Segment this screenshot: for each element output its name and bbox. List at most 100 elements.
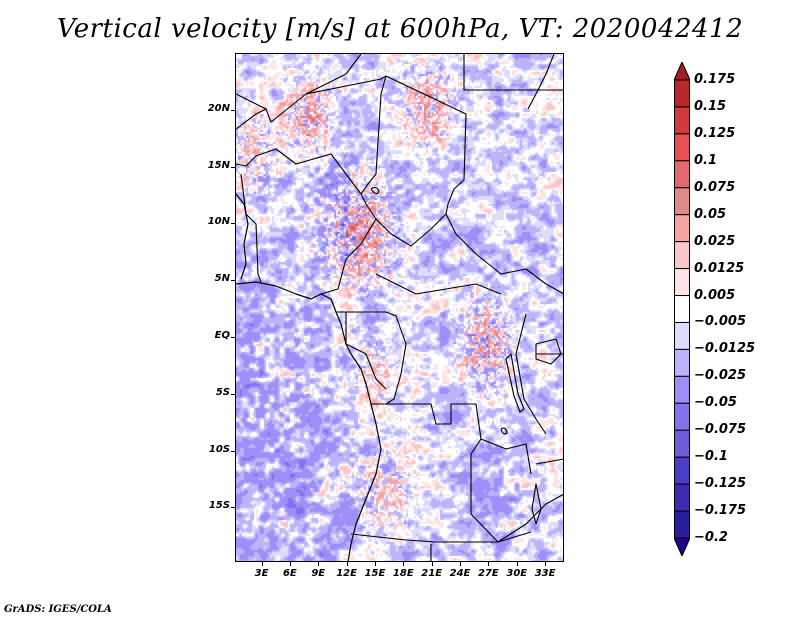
- x-tick: [318, 562, 320, 566]
- colorbar-bin: [674, 348, 690, 377]
- y-tick-label: 10N: [207, 216, 230, 228]
- colorbar-level-label: 0.005: [694, 287, 736, 303]
- y-tick-label: 10S: [208, 443, 230, 455]
- y-tick-label: 15N: [207, 159, 230, 171]
- lake-malawi: [531, 483, 542, 525]
- coastline: [236, 281, 382, 562]
- country-borders: [236, 54, 564, 562]
- lake-tanganyika: [505, 353, 525, 413]
- y-tick: [231, 223, 235, 225]
- colorbar-bin: [674, 79, 690, 108]
- border-cameroon-gabon: [336, 311, 397, 317]
- x-tick-label: 3E: [254, 568, 269, 579]
- border-nigeria-cameroon: [320, 193, 377, 295]
- colorbar: [674, 62, 690, 556]
- colorbar-level-label: 0.05: [694, 206, 727, 222]
- colorbar-bin: [674, 375, 690, 404]
- border-chad-car: [375, 213, 447, 247]
- y-tick: [231, 450, 235, 452]
- x-tick-label: 18E: [392, 568, 414, 579]
- x-tick-label: 21E: [421, 568, 443, 579]
- colorbar-level-label: 0.1: [694, 152, 718, 168]
- colorbar-level-label: −0.075: [694, 422, 747, 438]
- coastline-west-africa: [236, 193, 249, 280]
- y-tick-label: 5S: [215, 386, 230, 398]
- colorbar-bin: [674, 214, 690, 243]
- colorbar-bin: [674, 321, 690, 350]
- x-tick: [545, 562, 547, 566]
- colorbar-extend-min: [674, 537, 690, 556]
- border-chad-sudan: [445, 179, 477, 255]
- x-tick-label: 9E: [311, 568, 326, 579]
- colorbar-level-label: 0.025: [694, 233, 736, 249]
- colorbar-level-label: 0.175: [694, 72, 736, 87]
- x-tick: [289, 562, 291, 566]
- vertical-velocity-field: [236, 54, 564, 562]
- colorbar-bin: [674, 241, 690, 270]
- colorbar-level-label: −0.125: [694, 476, 747, 492]
- colorbar-bin: [674, 160, 690, 189]
- x-tick: [261, 562, 263, 566]
- x-tick-label: 6E: [282, 568, 297, 579]
- y-tick: [231, 109, 235, 111]
- colorbar-level-label: −0.025: [694, 368, 747, 384]
- red-sea-coast: [527, 54, 555, 110]
- colorbar-level-label: −0.05: [694, 395, 737, 411]
- x-tick: [516, 562, 518, 566]
- y-tick: [231, 393, 235, 395]
- y-tick-label: 5N: [214, 273, 230, 285]
- lake-victoria: [535, 338, 562, 365]
- colorbar-bin: [674, 429, 690, 458]
- border-algeria-niger: [236, 54, 362, 123]
- x-tick: [403, 562, 405, 566]
- colorbar-level-label: −0.0125: [694, 341, 756, 357]
- border-zambia-mozambique: [497, 493, 564, 543]
- colorbar-level-label: −0.2: [694, 530, 728, 545]
- map-title: Vertical velocity [m/s] at 600hPa, VT: 2…: [56, 14, 744, 44]
- border-drc-angola: [371, 403, 532, 475]
- lake-chad: [370, 186, 380, 195]
- border-sudan-southsudan: [475, 253, 564, 295]
- border-angola-zambia: [470, 438, 499, 543]
- border-libya-egypt: [463, 54, 564, 91]
- colorbar-bin: [674, 483, 690, 512]
- colorbar-bin: [674, 187, 690, 216]
- grads-credit: GrADS: IGES/COLA: [4, 604, 112, 615]
- y-tick: [231, 166, 235, 168]
- border-niger-nigeria: [236, 148, 362, 195]
- colorbar-bin: [674, 133, 690, 162]
- x-tick: [488, 562, 490, 566]
- y-tick-label: 15S: [208, 500, 230, 512]
- border-car-drc: [375, 273, 502, 295]
- x-tick-label: 27E: [478, 568, 499, 579]
- y-tick: [231, 507, 235, 509]
- x-tick-label: 15E: [364, 568, 386, 579]
- colorbar-bin: [674, 268, 690, 297]
- colorbar-bin: [674, 510, 690, 539]
- colorbar-bin: [674, 402, 690, 431]
- x-tick-label: 33E: [534, 568, 556, 579]
- colorbar-level-label: 0.125: [694, 125, 736, 141]
- colorbar-level-label: −0.005: [694, 314, 747, 330]
- colorbar-level-label: 0.075: [694, 179, 736, 195]
- y-tick-label: EQ: [214, 329, 230, 341]
- border-angola-namibia: [350, 531, 532, 543]
- border-gabon-congo: [345, 312, 387, 390]
- x-tick: [460, 562, 462, 566]
- border-benin: [240, 173, 262, 283]
- border-niger-chad: [360, 75, 387, 195]
- y-tick: [231, 336, 235, 338]
- colorbar-level-label: 0.15: [694, 98, 727, 114]
- x-tick-label: 24E: [449, 568, 471, 579]
- y-tick: [231, 280, 235, 282]
- colorbar-extend-max: [674, 62, 690, 81]
- x-tick-label: 12E: [336, 568, 357, 579]
- border-congo-drc: [385, 315, 407, 405]
- x-tick-label: 30E: [506, 568, 528, 579]
- x-tick: [431, 562, 433, 566]
- lake-mweru: [500, 427, 508, 435]
- colorbar-level-label: −0.175: [694, 503, 747, 519]
- border-drc-tanzania: [515, 313, 547, 435]
- x-tick: [346, 562, 348, 566]
- colorbar-bin: [674, 106, 690, 135]
